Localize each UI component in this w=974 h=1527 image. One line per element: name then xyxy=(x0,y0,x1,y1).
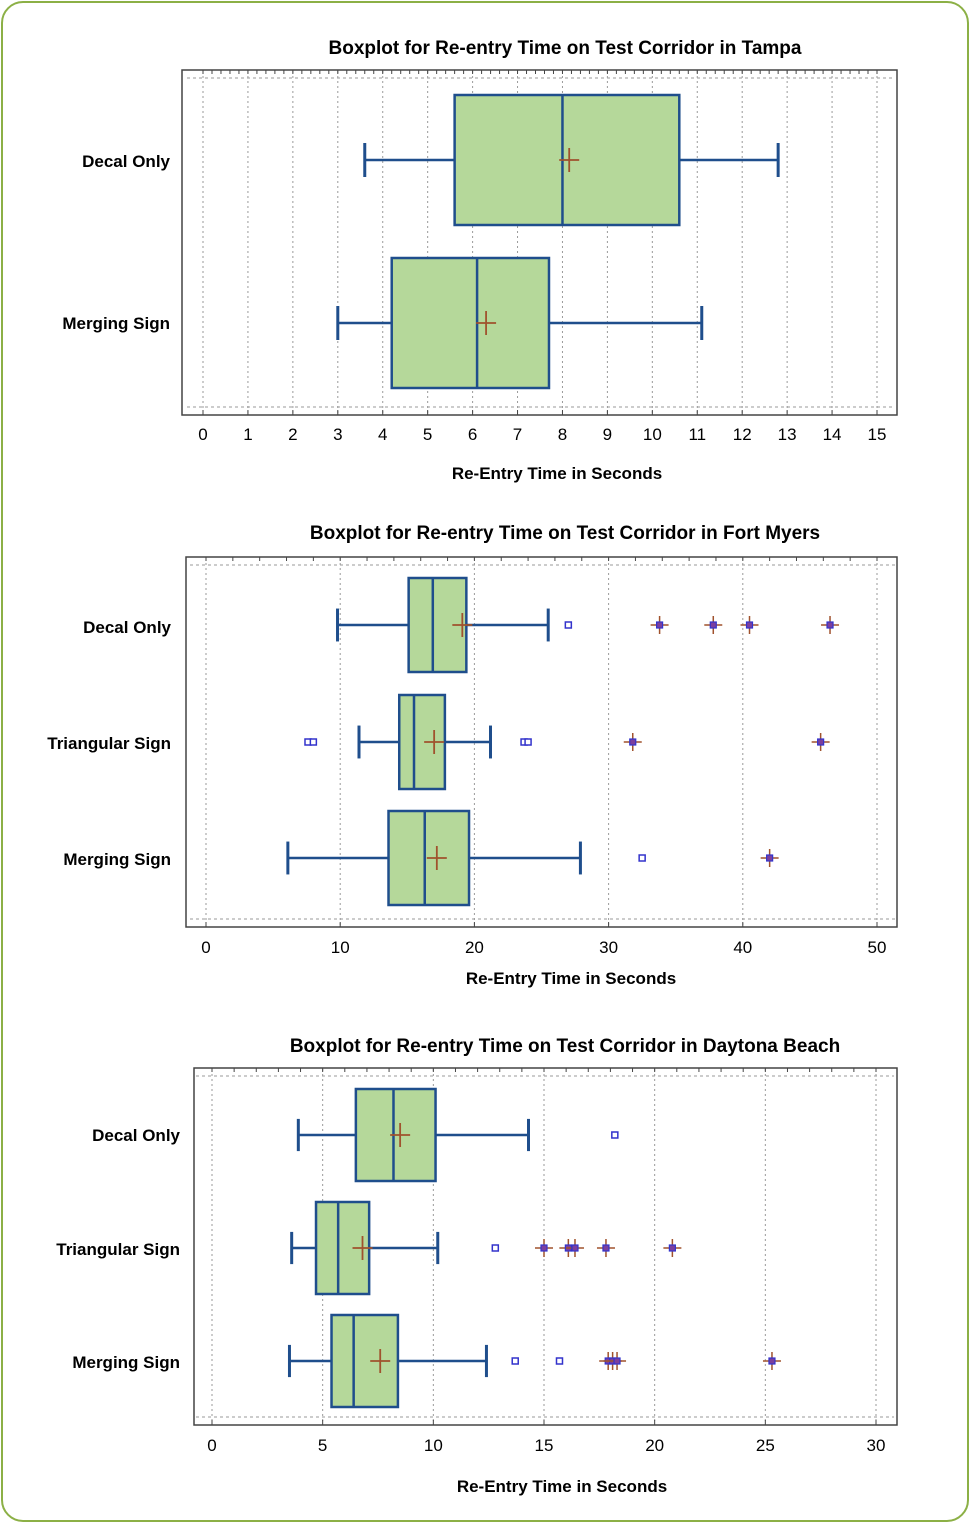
category-label-merging-sign: Merging Sign xyxy=(62,314,170,333)
x-tick-label: 6 xyxy=(468,425,477,444)
outlier-point xyxy=(511,1357,519,1365)
chart-title-daytona-beach: Boxplot for Re-entry Time on Test Corrid… xyxy=(290,1036,840,1057)
far-outlier-point xyxy=(745,621,754,629)
x-axis-label-tampa: Re-Entry Time in Seconds xyxy=(452,464,662,483)
x-tick-label: 11 xyxy=(688,425,706,444)
x-tick-label: 3 xyxy=(333,425,342,444)
far-outlier-point xyxy=(602,1244,610,1252)
category-label-decal-only: Decal Only xyxy=(82,152,170,171)
x-tick-label: 0 xyxy=(201,938,210,957)
outlier-point xyxy=(638,854,646,862)
x-tick-label: 5 xyxy=(423,425,432,444)
category-label-decal-only: Decal Only xyxy=(83,618,171,637)
outlier-point xyxy=(555,1357,564,1365)
x-axis-label-daytona-beach: Re-Entry Time in Seconds xyxy=(457,1477,667,1496)
x-tick-label: 2 xyxy=(288,425,297,444)
x-tick-label: 10 xyxy=(424,1436,443,1455)
box-merging-sign xyxy=(390,256,551,390)
category-label-merging-sign: Merging Sign xyxy=(72,1353,180,1372)
far-outlier-point xyxy=(768,1357,776,1365)
outlier-point xyxy=(491,1244,500,1252)
x-tick-label: 0 xyxy=(198,425,207,444)
chart-title-fort-myers: Boxplot for Re-entry Time on Test Corrid… xyxy=(310,523,820,544)
x-tick-label: 30 xyxy=(867,1436,886,1455)
x-tick-label: 15 xyxy=(535,1436,554,1455)
x-tick-label: 14 xyxy=(823,425,842,444)
x-axis-label-fort-myers: Re-Entry Time in Seconds xyxy=(466,969,676,988)
x-tick-label: 25 xyxy=(756,1436,775,1455)
outlier-point xyxy=(564,621,573,629)
far-outlier-point xyxy=(613,1357,621,1365)
outlier-point xyxy=(611,1131,619,1139)
x-tick-label: 0 xyxy=(207,1436,216,1455)
chart-tampa: Boxplot for Re-entry Time on Test Corrid… xyxy=(62,38,898,483)
category-label-decal-only: Decal Only xyxy=(92,1126,180,1145)
x-tick-label: 30 xyxy=(599,938,618,957)
plot-area-fort-myers xyxy=(185,556,898,928)
far-outlier-point xyxy=(655,621,664,629)
x-tick-label: 20 xyxy=(645,1436,664,1455)
chart-fort-myers: Boxplot for Re-entry Time on Test Corrid… xyxy=(47,523,898,988)
x-tick-label: 20 xyxy=(465,938,484,957)
x-tick-label: 4 xyxy=(378,425,387,444)
far-outlier-point xyxy=(571,1244,579,1252)
far-outlier-point xyxy=(766,854,774,862)
far-outlier-point xyxy=(668,1244,676,1252)
category-label-merging-sign: Merging Sign xyxy=(63,850,171,869)
x-tick-label: 5 xyxy=(318,1436,327,1455)
x-tick-label: 1 xyxy=(243,425,252,444)
marks-daytona-beach: 0 5 10 15 20 25 30 xyxy=(196,1068,894,1455)
x-tick-label: 15 xyxy=(868,425,887,444)
x-tick-label: 9 xyxy=(603,425,612,444)
x-tick-label: 10 xyxy=(643,425,662,444)
chart-daytona-beach: Boxplot for Re-entry Time on Test Corrid… xyxy=(56,1036,898,1496)
plot-area-tampa xyxy=(181,69,898,416)
x-tick-label: 12 xyxy=(733,425,752,444)
far-outlier-point xyxy=(540,1244,548,1252)
category-label-triangular-sign: Triangular Sign xyxy=(56,1240,180,1259)
marks-fort-myers: 0 10 20 30 40 50 xyxy=(190,557,895,957)
plot-area-daytona-beach xyxy=(193,1067,898,1426)
outlier-point xyxy=(524,738,532,746)
category-label-triangular-sign: Triangular Sign xyxy=(47,734,171,753)
x-tick-label: 13 xyxy=(778,425,797,444)
chart-title-tampa: Boxplot for Re-entry Time on Test Corrid… xyxy=(329,38,802,59)
x-tick-label: 10 xyxy=(331,938,350,957)
far-outlier-point xyxy=(709,621,717,629)
far-outlier-point xyxy=(629,738,637,746)
outlier-point xyxy=(309,738,318,746)
x-tick-label: 40 xyxy=(733,938,752,957)
far-outlier-point xyxy=(826,621,834,629)
x-tick-label: 50 xyxy=(868,938,887,957)
x-tick-label: 7 xyxy=(513,425,522,444)
marks-tampa: 0 1 2 3 4 5 6 7 8 9 10 11 12 13 14 15 xyxy=(187,70,895,444)
far-outlier-point xyxy=(817,738,825,746)
x-tick-label: 8 xyxy=(558,425,567,444)
